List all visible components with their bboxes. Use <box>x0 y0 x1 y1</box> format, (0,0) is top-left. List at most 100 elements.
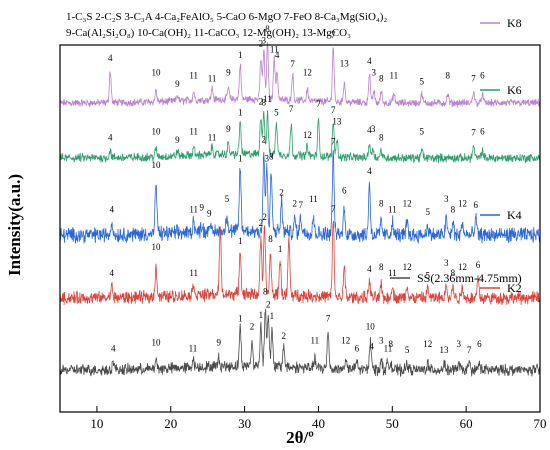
series-line-k2 <box>59 220 541 306</box>
peak-label-k6-18: 8 <box>379 133 384 143</box>
peak-label-ss-2-36mm-4-75mm-23: 3 <box>457 339 462 349</box>
x-tick-label-10: 10 <box>90 416 103 431</box>
series-line-k6 <box>59 110 541 164</box>
peak-label-k4-3: 9 <box>200 203 205 213</box>
peak-label-ss-2-36mm-4-75mm-16: 4 <box>369 342 374 352</box>
phase-legend-line-2: 9-Ca(Al₂Si₂O₈) 10-Ca(OH)₂ 11-CaCO₃ 12-Mg… <box>66 27 351 39</box>
peak-label-k8-4: 11 <box>208 73 217 83</box>
peak-label-k8-19: 11 <box>389 70 398 80</box>
peak-label-k2-13: 8 <box>379 262 384 272</box>
peak-label-k6-3: 11 <box>189 127 198 137</box>
peak-label-k8-22: 7 <box>471 73 476 83</box>
peak-label-ss-2-36mm-4-75mm-2: 11 <box>189 344 198 354</box>
peak-label-ss-2-36mm-4-75mm-6: 1 <box>259 310 264 320</box>
phase-legend-line-1: 1-C₃S 2-C₂S 3-C₃A 4-Ca₂FeAlO₅ 5-CaO 6-Mg… <box>66 11 387 23</box>
peak-label-k6-2: 9 <box>175 135 180 145</box>
peak-label-k6-14: 7 <box>331 105 336 115</box>
peak-label-k4-18: 11 <box>388 204 397 214</box>
legend-label-k4: K4 <box>507 208 522 222</box>
peak-label-k4-16: 4 <box>367 166 372 176</box>
peak-label-k6-7: 2 <box>259 97 264 107</box>
peak-label-k4-2: 11 <box>189 204 198 214</box>
peak-label-k8-7: 2 <box>259 38 264 48</box>
peak-label-ss-2-36mm-4-75mm-18: 11 <box>384 344 393 354</box>
legend-label-ss-2-36mm-4-75mm: SS(2.36mm-4.75mm) <box>417 271 522 285</box>
peak-label-ss-2-36mm-4-75mm-1: 10 <box>152 338 162 348</box>
peak-label-k6-16: 4 <box>367 125 372 135</box>
peak-label-ss-2-36mm-4-75mm-14: 6 <box>355 344 360 354</box>
peak-label-k6-17: 3 <box>371 124 376 134</box>
peak-label-ss-2-36mm-4-75mm-25: 6 <box>477 339 482 349</box>
plot-border <box>59 44 541 413</box>
peak-label-k6-12: 12 <box>303 130 312 140</box>
peak-label-k2-19: 12 <box>458 262 467 272</box>
peak-label-k4-0: 4 <box>109 204 114 214</box>
peak-label-k4-7: 2 <box>262 135 267 145</box>
peak-label-k8-3: 11 <box>189 70 198 80</box>
peak-label-ss-2-36mm-4-75mm-5: 2 <box>250 322 255 332</box>
peak-label-k6-15: 13 <box>332 117 342 127</box>
peak-label-k4-24: 6 <box>474 200 479 210</box>
peak-label-k4-6: 1 <box>238 153 243 163</box>
peak-label-ss-2-36mm-4-75mm-11: 11 <box>310 336 319 346</box>
legend-label-k8: K8 <box>507 16 522 30</box>
peak-label-k4-14: 7 <box>331 136 336 146</box>
peak-label-k4-19: 12 <box>403 198 412 208</box>
peak-label-k8-11: 4 <box>275 50 280 60</box>
peak-label-k2-12: 4 <box>367 264 372 274</box>
peak-label-k2-10: 7 <box>331 204 336 214</box>
peak-label-k4-12: 7 <box>298 200 303 210</box>
peak-label-k6-5: 9 <box>226 124 231 134</box>
peak-label-ss-2-36mm-4-75mm-4: 1 <box>238 314 243 324</box>
x-tick-label-70: 70 <box>534 416 547 431</box>
peak-label-k2-1: 10 <box>152 242 162 252</box>
peak-label-k8-0: 4 <box>108 53 113 63</box>
peak-label-k4-15: 6 <box>342 186 347 196</box>
x-tick-label-20: 20 <box>164 416 177 431</box>
plot-frame <box>59 44 541 413</box>
peak-label-ss-2-36mm-4-75mm-13: 12 <box>341 336 350 346</box>
peak-label-ss-2-36mm-4-75mm-15: 10 <box>366 322 376 332</box>
peak-label-k2-15: 12 <box>403 262 412 272</box>
peak-label-ss-2-36mm-4-75mm-9: 1 <box>270 311 275 321</box>
series-line-k4 <box>59 149 541 244</box>
peak-label-k8-23: 6 <box>480 70 485 80</box>
peak-label-k8-2: 9 <box>175 79 180 89</box>
peak-label-k2-16: 5 <box>426 270 431 280</box>
peak-label-k4-4: 9 <box>207 209 212 219</box>
peak-label-k8-6: 1 <box>238 50 243 60</box>
legend-label-k2: K2 <box>507 281 522 295</box>
peak-label-k6-6: 1 <box>238 108 243 118</box>
peak-label-k8-17: 3 <box>372 67 377 77</box>
peak-label-k4-8: 3 <box>265 153 270 163</box>
peak-label-k6-21: 6 <box>480 127 485 137</box>
peak-label-k6-4: 11 <box>208 133 217 143</box>
peak-label-k2-2: 11 <box>189 268 198 278</box>
peak-label-k6-19: 5 <box>420 127 425 137</box>
peak-label-k8-13: 12 <box>303 67 312 77</box>
peak-label-k8-14: 7 <box>331 30 336 40</box>
peak-label-k8-20: 5 <box>420 76 425 86</box>
peak-label-k6-0: 4 <box>108 133 113 143</box>
peak-label-k2-0: 4 <box>109 268 114 278</box>
peak-label-k8-21: 8 <box>445 70 450 80</box>
peak-label-k8-15: 13 <box>340 59 350 69</box>
x-tick-label-60: 60 <box>460 416 473 431</box>
peak-label-ss-2-36mm-4-75mm-21: 12 <box>423 339 432 349</box>
peak-label-k8-16: 4 <box>367 56 372 66</box>
peak-label-k8-1: 10 <box>152 67 162 77</box>
peak-label-k2-5: 2 <box>259 218 264 228</box>
peak-label-ss-2-36mm-4-75mm-12: 7 <box>326 314 331 324</box>
peak-label-ss-2-36mm-4-75mm-20: 5 <box>405 345 410 355</box>
peak-label-k6-8: 8 <box>262 98 267 108</box>
peak-label-k2-14: 11 <box>388 268 397 278</box>
ticks-layer: 10 20 30 40 50 60 70 <box>90 406 547 431</box>
peak-label-k6-11: 7 <box>289 104 294 114</box>
peak-label-k8-8: 3 <box>262 36 267 46</box>
series-line-ss-2-36mm-4-75mm <box>59 309 541 378</box>
peak-label-k2-7: 8 <box>268 234 273 244</box>
peak-label-k4-17: 8 <box>379 198 384 208</box>
peak-label-k4-20: 5 <box>426 207 431 217</box>
